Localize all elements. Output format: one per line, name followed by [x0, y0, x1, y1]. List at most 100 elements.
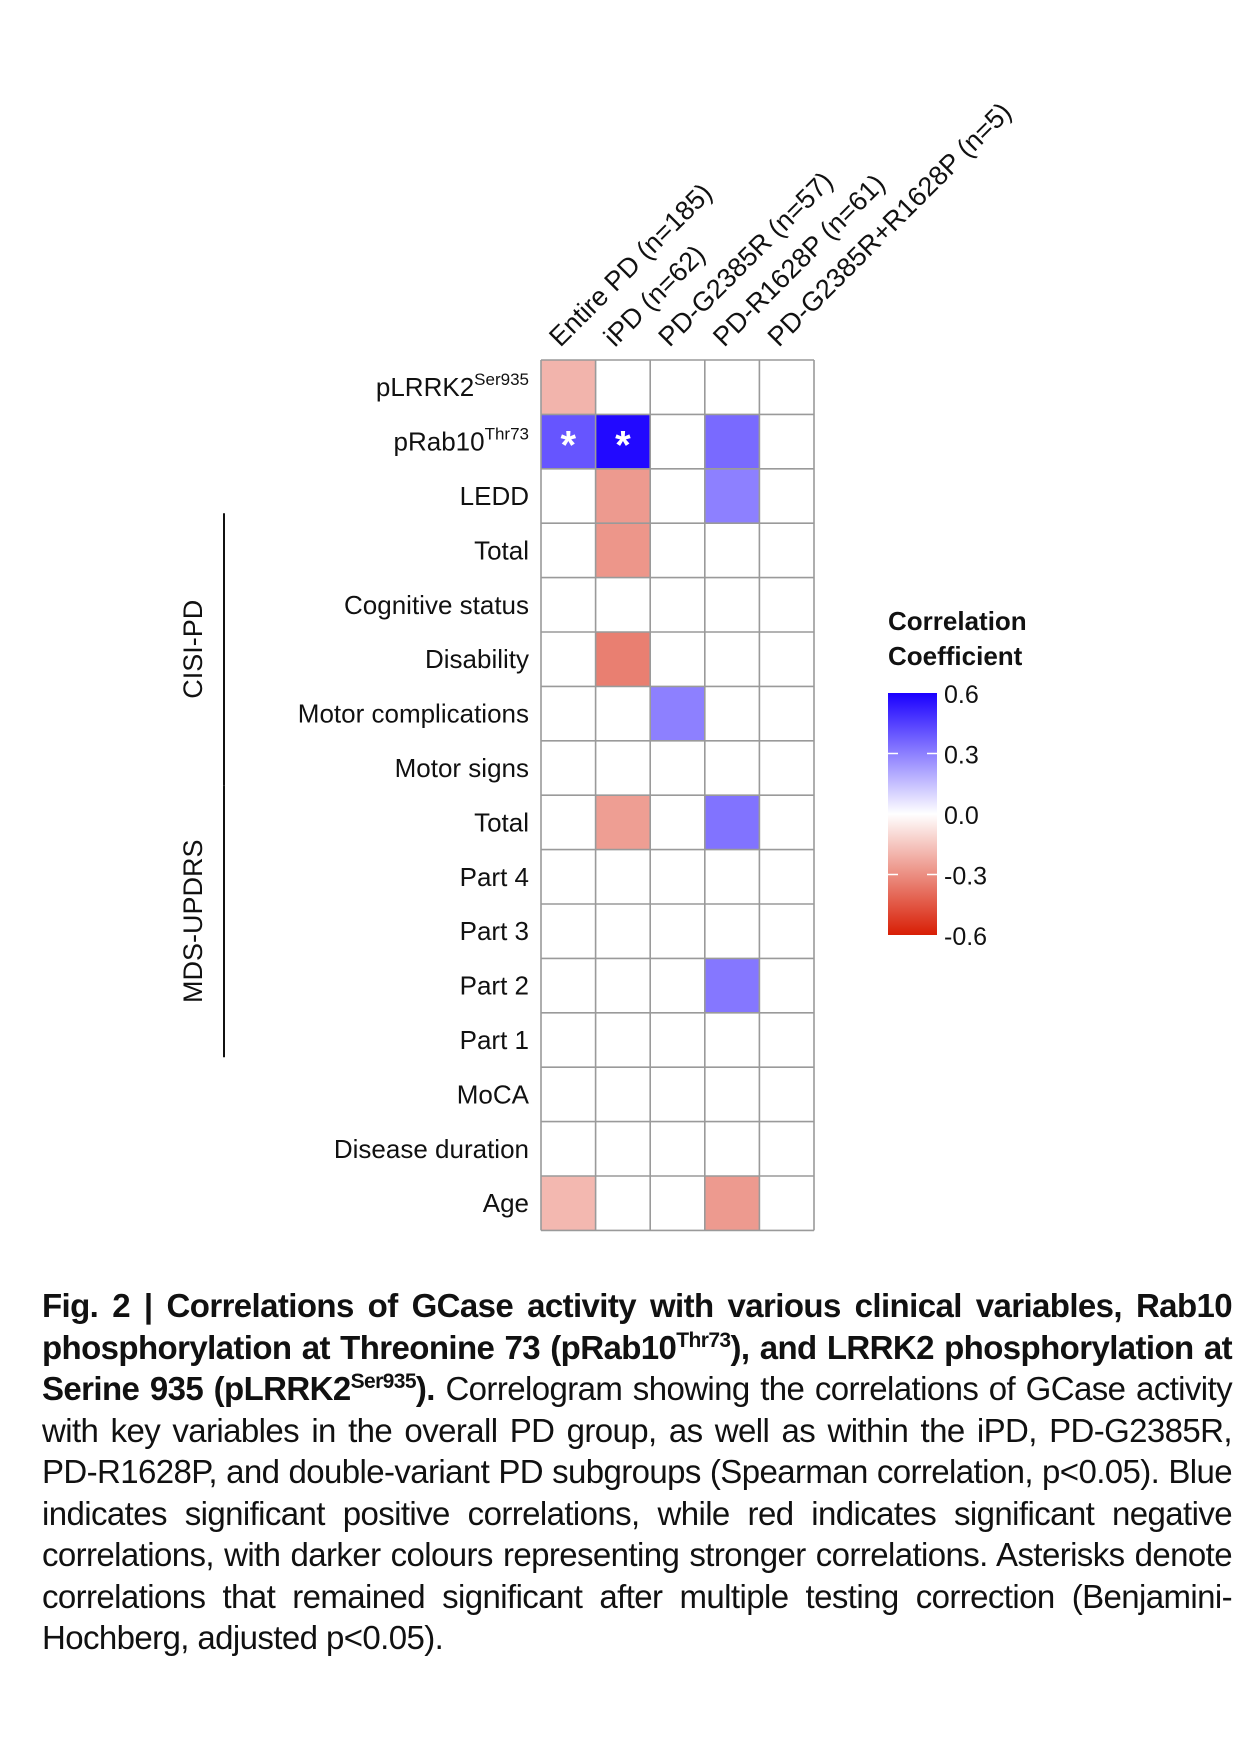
legend-tick-label: -0.6	[944, 923, 987, 951]
heatmap-cell	[759, 523, 814, 578]
heatmap-cell	[704, 686, 760, 741]
row-label-text: Part 1	[460, 1025, 529, 1055]
figure-caption: Fig. 2 | Correlations of GCase activity …	[42, 1285, 1233, 1659]
row-label: Total	[474, 807, 529, 837]
heatmap-cell	[759, 360, 814, 415]
legend-color-bar	[888, 693, 937, 935]
row-label-text: Age	[483, 1188, 529, 1218]
heatmap-cell	[759, 1121, 814, 1176]
row-label-text: Total	[474, 535, 529, 565]
row-label: Part 3	[460, 916, 529, 946]
heatmap-cell	[704, 468, 760, 524]
heatmap-cell	[650, 468, 705, 524]
row-label: Disease duration	[334, 1134, 529, 1164]
group-brackets: CISI-PD MDS-UPDRS	[178, 513, 225, 1058]
heatmap-cell	[595, 414, 651, 469]
heatmap-cell	[650, 1121, 705, 1176]
heatmap-cell	[704, 849, 760, 904]
row-label-text: LEDD	[460, 481, 529, 511]
heatmap-cell	[650, 1176, 705, 1231]
heatmap-cell	[541, 632, 596, 687]
row-label: Age	[483, 1188, 529, 1218]
row-label-superscript: Ser935	[474, 370, 529, 389]
heatmap-cell	[650, 958, 705, 1013]
heatmap-cell	[759, 414, 814, 469]
heatmap-cell	[759, 577, 814, 632]
column-labels: Entire PD (n=185)iPD (n=62)PD-G2385R (n=…	[543, 97, 1017, 352]
caption-title-part-2: ), and LRRK2 phosphorylation at Serine 9…	[42, 1328, 1233, 1408]
heatmap-cell	[759, 468, 814, 524]
heatmap-gridlines	[540, 359, 815, 1232]
row-label: Total	[474, 535, 529, 565]
legend-tick-label: 0.0	[944, 802, 979, 830]
row-labels: pLRRK2Ser935 pRab10Thr73 LEDD Total Cognitiv…	[298, 370, 530, 1218]
heatmap-cell	[704, 904, 760, 959]
heatmap-cell	[595, 904, 651, 959]
heatmap-cell	[650, 414, 705, 469]
heatmap-cell	[541, 795, 596, 850]
row-label: pLRRK2Ser935	[376, 370, 529, 402]
heatmap-cell	[650, 577, 705, 632]
row-label-text: Disability	[425, 644, 529, 674]
caption-title-sup-1: Thr73	[676, 1328, 731, 1352]
significance-asterisk: *	[615, 424, 631, 468]
row-label-text: Motor signs	[395, 753, 529, 783]
legend-tick-label: 0.6	[944, 681, 979, 709]
row-label: Motor complications	[298, 699, 529, 729]
row-label-text: Part 2	[460, 971, 529, 1001]
correlogram-chart: Entire PD (n=185)iPD (n=62)PD-G2385R (n=…	[178, 97, 1027, 1232]
heatmap-cell	[595, 795, 651, 850]
heatmap-cell	[759, 686, 814, 741]
heatmap-cell	[595, 1121, 651, 1176]
heatmap-cell	[595, 958, 651, 1013]
heatmap-cell	[759, 958, 814, 1013]
heatmap-cell	[650, 849, 705, 904]
heatmap-cell	[704, 1176, 760, 1231]
heatmap-cell	[704, 414, 760, 469]
heatmap-cell	[650, 632, 705, 687]
row-label: Part 1	[460, 1025, 529, 1055]
row-label: pRab10Thr73	[394, 425, 530, 457]
row-label-text: Total	[474, 807, 529, 837]
legend-title: Correlation	[888, 606, 1027, 636]
heatmap-cell	[541, 523, 596, 578]
heatmap-cell	[650, 523, 705, 578]
heatmap-cell	[759, 1067, 814, 1122]
heatmap-cell	[759, 849, 814, 904]
heatmap-cell	[541, 577, 596, 632]
caption-title-part-1: Correlations of GCase activity with vari…	[42, 1287, 1233, 1366]
row-label: Cognitive status	[344, 590, 529, 620]
heatmap-cell	[541, 849, 596, 904]
heatmap-cell	[541, 740, 596, 796]
heatmap-cell	[704, 740, 760, 796]
row-label: Disability	[425, 644, 529, 674]
heatmap-cell	[541, 904, 596, 959]
row-label-text: pRab10	[394, 427, 485, 457]
row-label: MoCA	[457, 1079, 530, 1109]
heatmap-cell	[595, 523, 651, 578]
row-label-text: Motor complications	[298, 699, 529, 729]
heatmap-cell	[704, 360, 760, 415]
caption-title-part-3: ).	[415, 1370, 436, 1407]
row-label: Part 2	[460, 971, 529, 1001]
heatmap-cell	[595, 1067, 651, 1122]
heatmap-cell	[541, 686, 596, 741]
heatmap-cell	[541, 958, 596, 1013]
heatmap-cell	[595, 1012, 651, 1068]
heatmap-cell	[759, 632, 814, 687]
heatmap-cell	[595, 686, 651, 741]
legend-tick-label: -0.3	[944, 863, 987, 891]
group-label: MDS-UPDRS	[178, 839, 208, 1003]
row-label-text: MoCA	[457, 1079, 530, 1109]
row-label-superscript: Thr73	[485, 425, 529, 444]
row-label: LEDD	[460, 481, 529, 511]
row-label-text: pLRRK2	[376, 372, 474, 402]
legend-tick-label: 0.3	[944, 742, 979, 770]
heatmap-cell	[541, 360, 596, 415]
heatmap-cell	[595, 632, 651, 687]
row-label-text: Disease duration	[334, 1134, 529, 1164]
caption-body: Correlogram showing the correlations of …	[42, 1370, 1233, 1656]
heatmap-cell	[759, 795, 814, 850]
significance-asterisks: * *	[561, 424, 632, 468]
heatmap-cell	[650, 686, 705, 741]
